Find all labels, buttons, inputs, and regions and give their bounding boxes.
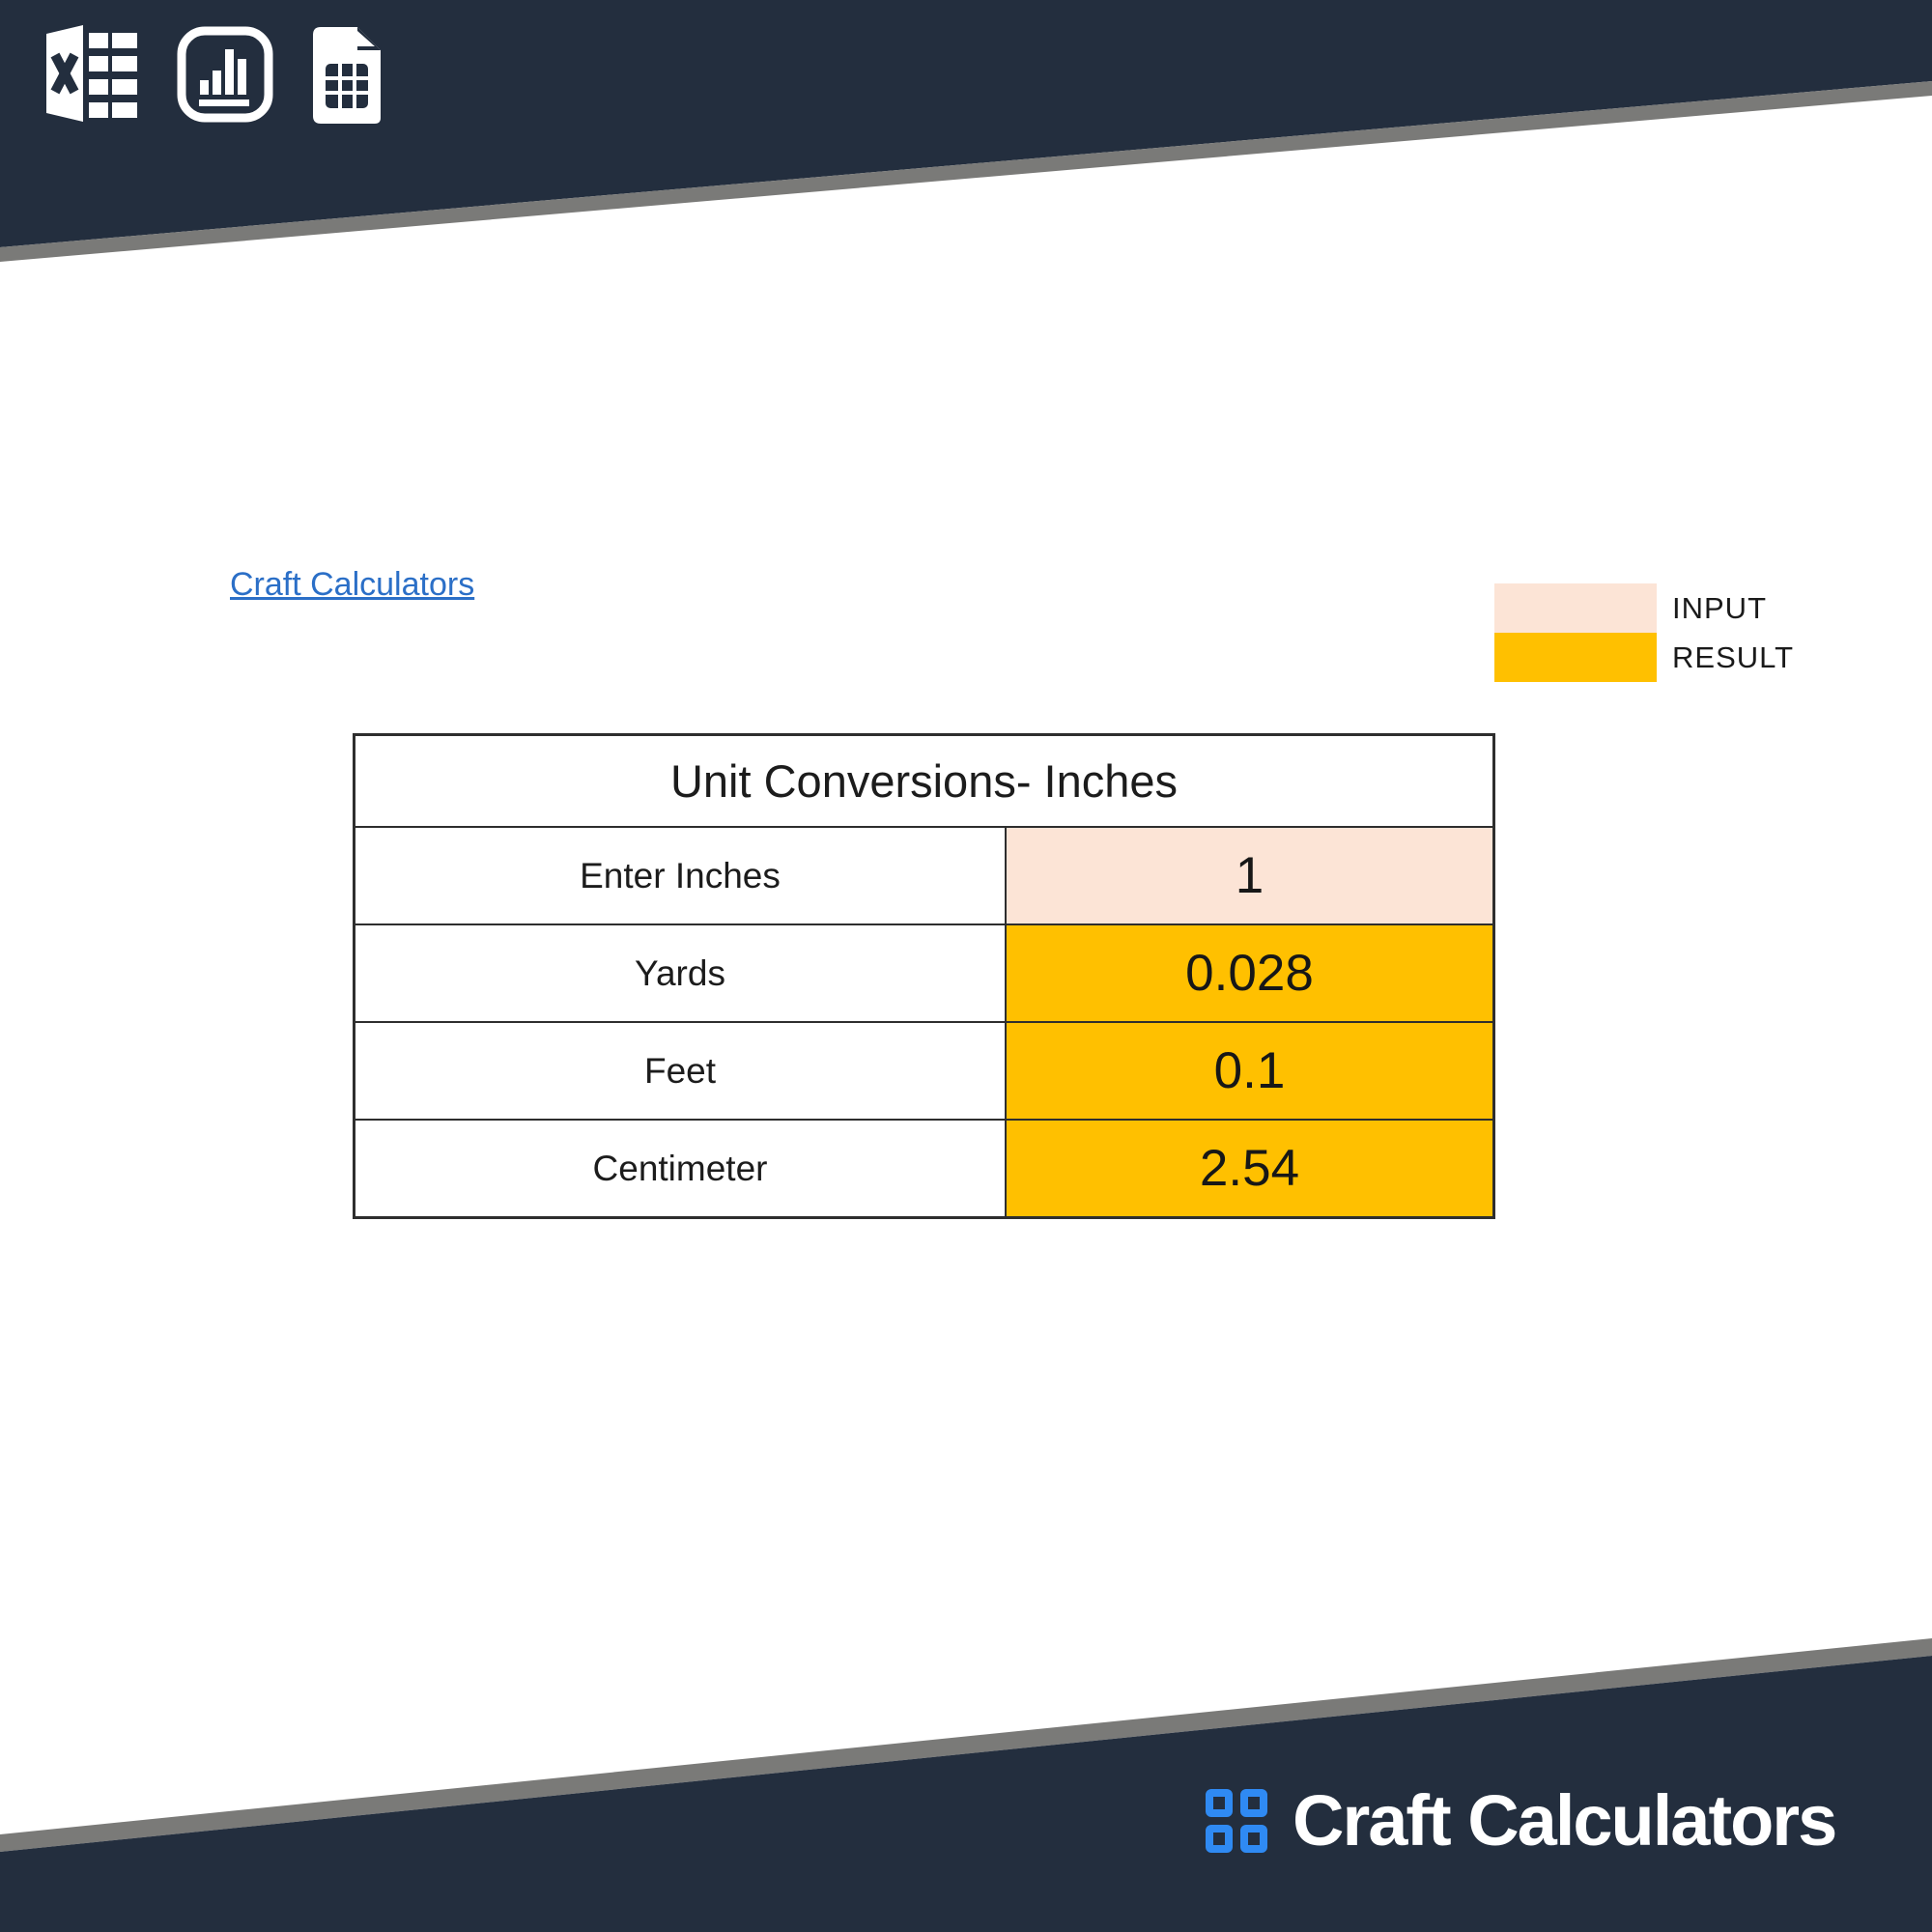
centimeter-result-cell: 2.54 xyxy=(1005,1121,1492,1216)
table-row: Feet 0.1 xyxy=(355,1021,1492,1119)
top-banner xyxy=(0,0,1932,247)
yards-result-cell: 0.028 xyxy=(1005,925,1492,1021)
legend-label: INPUT xyxy=(1672,590,1767,625)
row-label-yards: Yards xyxy=(635,952,725,993)
row-label-feet: Feet xyxy=(643,1050,717,1091)
excel-icon xyxy=(44,25,141,127)
header-icon-row xyxy=(44,25,384,130)
row-label-enter-inches: Enter Inches xyxy=(580,855,781,895)
grid-logo-square xyxy=(1240,1788,1267,1817)
brand-name: Craft Calculators xyxy=(1293,1780,1837,1861)
table-row: Enter Inches 1 xyxy=(355,828,1492,923)
bottom-banner-stripe xyxy=(0,1638,1932,1852)
top-banner-stripe xyxy=(0,81,1932,262)
feet-result-cell: 0.1 xyxy=(1005,1023,1492,1119)
unit-conversion-table: Unit Conversions- Inches Enter Inches 1 … xyxy=(353,733,1495,1219)
table-row: Centimeter 2.54 xyxy=(355,1119,1492,1216)
legend-label: RESULT xyxy=(1672,639,1795,674)
table-row: Yards 0.028 xyxy=(355,923,1492,1021)
enter-inches-input-cell[interactable]: 1 xyxy=(1005,828,1492,923)
row-label-centimeter: Centimeter xyxy=(592,1148,768,1188)
legend-row-result: RESULT xyxy=(1494,633,1794,682)
bottom-banner xyxy=(0,1656,1932,1932)
legend: INPUT RESULT xyxy=(1494,583,1794,682)
spreadsheet-file-icon xyxy=(309,25,384,130)
grid-logo-square xyxy=(1240,1824,1267,1853)
bar-chart-icon xyxy=(176,25,274,128)
legend-row-input: INPUT xyxy=(1494,583,1794,633)
grid-logo-square xyxy=(1206,1824,1233,1853)
footer-brand: Craft Calculators xyxy=(1206,1779,1837,1861)
table-title: Unit Conversions- Inches xyxy=(355,736,1492,828)
craft-calculators-link[interactable]: Craft Calculators xyxy=(230,566,475,603)
result-color-swatch xyxy=(1494,633,1657,682)
input-color-swatch xyxy=(1494,583,1657,633)
grid-logo-square xyxy=(1206,1788,1233,1817)
grid-logo-icon xyxy=(1206,1788,1267,1853)
